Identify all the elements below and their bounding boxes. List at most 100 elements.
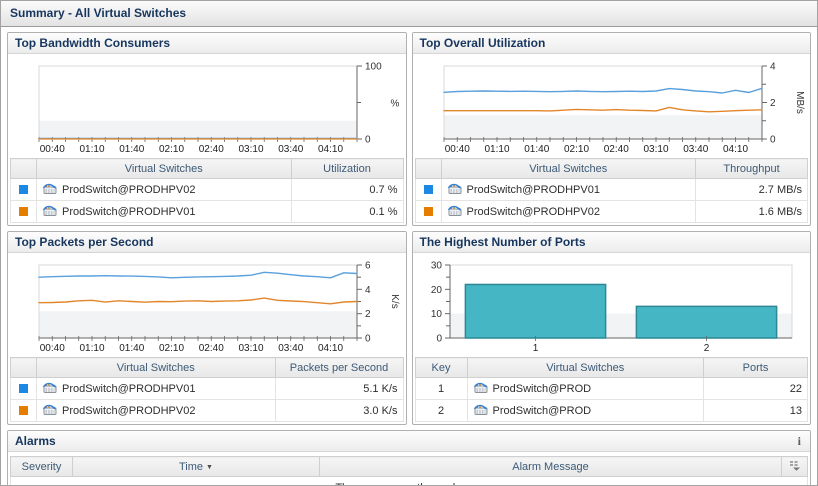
column-selector-button[interactable] xyxy=(781,456,808,477)
virtual-switch-icon xyxy=(447,204,463,220)
svg-text:00:40: 00:40 xyxy=(444,144,469,155)
svg-text:04:10: 04:10 xyxy=(318,144,343,155)
virtual-switch-icon xyxy=(42,204,58,220)
ports-bar-chart[interactable]: 0 10 20 30 1 2 xyxy=(416,258,808,355)
panel-body: 0 10 20 30 1 2 Key Virtual Switches Ports 1 ProdS… xyxy=(413,253,811,424)
column-header[interactable]: Virtual Switches xyxy=(36,158,292,179)
svg-text:MB/s: MB/s xyxy=(794,91,805,114)
table-row[interactable]: 2 ProdSwitch@PROD 13 xyxy=(414,399,808,422)
svg-text:0: 0 xyxy=(365,334,371,345)
svg-text:03:40: 03:40 xyxy=(683,144,708,155)
column-header[interactable]: Packets per Second xyxy=(274,357,404,378)
svg-text:K/s: K/s xyxy=(389,294,400,308)
table-row[interactable]: ProdSwitch@PRODHPV01 2.7 MB/s xyxy=(414,178,808,201)
column-header[interactable]: Throughput xyxy=(695,158,808,179)
svg-text:0: 0 xyxy=(436,334,442,345)
metric-value-cell: 5.1 K/s xyxy=(274,377,404,400)
column-header-time[interactable]: Time ▼ xyxy=(72,456,320,477)
virtual-switch-cell[interactable]: ProdSwitch@PRODHPV02 xyxy=(36,399,276,422)
svg-text:01:40: 01:40 xyxy=(119,144,144,155)
series-color-swatch xyxy=(10,200,37,223)
svg-text:2: 2 xyxy=(365,309,371,320)
panel-highest-number-of-ports: The Highest Number of Ports 0 10 20 30 1 2 Ke… xyxy=(411,231,811,425)
svg-text:2: 2 xyxy=(770,98,776,109)
virtual-switch-cell[interactable]: ProdSwitch@PROD xyxy=(466,399,704,422)
column-header-label: Alarm Message xyxy=(512,460,589,473)
sort-descending-icon: ▼ xyxy=(206,463,213,471)
svg-text:4: 4 xyxy=(770,62,776,73)
virtual-switch-cell[interactable]: ProdSwitch@PRODHPV01 xyxy=(36,377,276,400)
svg-text:2: 2 xyxy=(703,343,709,354)
virtual-switch-cell[interactable]: ProdSwitch@PRODHPV02 xyxy=(440,200,696,223)
table-row[interactable]: ProdSwitch@PRODHPV01 0.1 % xyxy=(10,200,404,223)
svg-text:20: 20 xyxy=(430,285,442,296)
svg-text:02:10: 02:10 xyxy=(159,144,184,155)
series-color-swatch xyxy=(10,399,37,422)
info-icon[interactable]: i xyxy=(797,434,801,448)
column-header[interactable]: Virtual Switches xyxy=(466,357,704,378)
svg-text:03:10: 03:10 xyxy=(238,144,263,155)
metric-value-cell: 1.6 MB/s xyxy=(695,200,808,223)
svg-text:03:10: 03:10 xyxy=(238,343,263,354)
svg-text:1: 1 xyxy=(532,343,538,354)
metric-value-cell: 0.7 % xyxy=(290,178,404,201)
table-row[interactable]: ProdSwitch@PRODHPV01 5.1 K/s xyxy=(10,377,404,400)
table-row[interactable]: ProdSwitch@PRODHPV02 1.6 MB/s xyxy=(414,200,808,223)
panel-body: Severity Time ▼ Alarm Message xyxy=(8,452,810,485)
bandwidth-table: Virtual Switches Utilization ProdSwitch@PR… xyxy=(10,158,404,223)
svg-text:%: % xyxy=(391,99,400,110)
svg-text:03:10: 03:10 xyxy=(643,144,668,155)
virtual-switch-cell[interactable]: ProdSwitch@PRODHPV01 xyxy=(440,178,696,201)
virtual-switch-cell[interactable]: ProdSwitch@PRODHPV01 xyxy=(36,200,292,223)
column-header[interactable] xyxy=(10,158,37,179)
virtual-switch-icon xyxy=(42,403,58,419)
table-row[interactable]: ProdSwitch@PRODHPV02 0.7 % xyxy=(10,178,404,201)
packets-line-chart[interactable]: 0 2 4 6 K/s 00:40 01:10 01:40 02:10 02:40 03:10 03:… xyxy=(11,258,403,355)
series-color-swatch xyxy=(414,200,442,223)
svg-text:01:40: 01:40 xyxy=(119,343,144,354)
column-header[interactable]: Virtual Switches xyxy=(440,158,696,179)
table-row[interactable]: 1 ProdSwitch@PROD 22 xyxy=(414,377,808,400)
column-header[interactable]: Utilization xyxy=(290,158,404,179)
bandwidth-line-chart[interactable]: 0 100% 00:40 01:10 01:40 02:10 02:40 03:10 03:40… xyxy=(11,59,403,156)
column-header[interactable]: Key xyxy=(414,357,468,378)
svg-text:04:10: 04:10 xyxy=(722,144,747,155)
series-color-swatch xyxy=(10,377,37,400)
column-header-alarm-message[interactable]: Alarm Message xyxy=(319,456,782,477)
panel-alarms: Alarms i Severity Time ▼ Alarm Message xyxy=(7,430,811,485)
table-row[interactable]: ProdSwitch@PRODHPV02 3.0 K/s xyxy=(10,399,404,422)
page-title: Summary - All Virtual Switches xyxy=(1,1,817,27)
metric-value-cell: 3.0 K/s xyxy=(274,399,404,422)
svg-text:03:40: 03:40 xyxy=(278,343,303,354)
panel-top-packets-per-second: Top Packets per Second 0 2 4 6 K/s 00:40 01:10… xyxy=(7,231,407,425)
utilization-line-chart[interactable]: 0 2 4 MB/s 00:40 01:10 01:40 02:10 02:40 03:10 03:… xyxy=(416,59,808,156)
svg-text:100: 100 xyxy=(365,62,382,73)
virtual-switch-icon xyxy=(473,403,489,419)
svg-text:02:10: 02:10 xyxy=(159,343,184,354)
virtual-switch-cell[interactable]: ProdSwitch@PROD xyxy=(466,377,704,400)
column-selector-icon xyxy=(789,460,800,471)
column-header[interactable]: Virtual Switches xyxy=(36,357,276,378)
column-header[interactable] xyxy=(10,357,37,378)
ports-table: Key Virtual Switches Ports 1 ProdSwitch@PROD… xyxy=(414,357,808,422)
svg-text:10: 10 xyxy=(430,309,442,320)
svg-text:0: 0 xyxy=(365,135,371,146)
virtual-switch-icon xyxy=(473,381,489,397)
column-header[interactable] xyxy=(414,158,442,179)
virtual-switch-cell[interactable]: ProdSwitch@PRODHPV02 xyxy=(36,178,292,201)
svg-text:02:40: 02:40 xyxy=(199,343,224,354)
packets-table: Virtual Switches Packets per Second ProdSw… xyxy=(10,357,404,422)
series-color-swatch xyxy=(10,178,37,201)
svg-text:01:10: 01:10 xyxy=(484,144,509,155)
column-header[interactable]: Ports xyxy=(703,357,808,378)
panel-body: 0 2 4 MB/s 00:40 01:10 01:40 02:10 02:40 03:10 03:… xyxy=(413,54,811,225)
virtual-switch-icon xyxy=(42,182,58,198)
svg-text:00:40: 00:40 xyxy=(40,343,65,354)
svg-text:00:40: 00:40 xyxy=(40,144,65,155)
utilization-table: Virtual Switches Throughput ProdSwitch@PRO… xyxy=(414,158,808,223)
column-header-severity[interactable]: Severity xyxy=(10,456,73,477)
virtual-switch-icon xyxy=(42,381,58,397)
svg-text:01:10: 01:10 xyxy=(79,343,104,354)
metric-value-cell: 22 xyxy=(703,377,808,400)
